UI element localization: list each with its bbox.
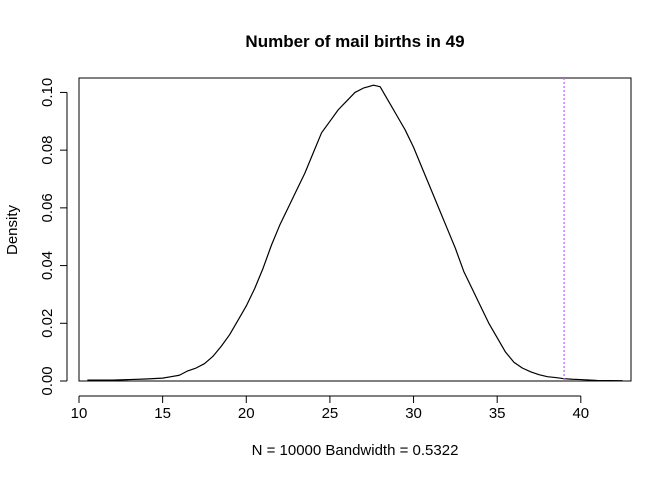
- chart-title: Number of mail births in 49: [245, 32, 464, 51]
- x-tick-label: 15: [154, 405, 171, 422]
- density-curve: [87, 84, 623, 382]
- x-tick-label: 30: [405, 405, 422, 422]
- plot-marks: [87, 78, 623, 382]
- y-tick-label: 0.10: [39, 78, 56, 107]
- y-tick-label: 0.02: [39, 309, 56, 338]
- x-tick-label: 40: [572, 405, 589, 422]
- y-axis: 0.00 0.02 0.04 0.06 0.08 0.10: [39, 78, 68, 396]
- x-axis: 10 15 20 25 30 35 40: [71, 395, 589, 422]
- y-tick-label: 0.08: [39, 136, 56, 165]
- x-tick-label: 10: [71, 405, 88, 422]
- x-tick-label: 25: [322, 405, 339, 422]
- y-tick-label: 0.06: [39, 193, 56, 222]
- y-tick-label: 0.00: [39, 366, 56, 395]
- y-axis-label: Density: [4, 204, 21, 255]
- plot-frame: [78, 77, 632, 382]
- x-tick-label: 35: [489, 405, 506, 422]
- x-tick-label: 20: [238, 405, 255, 422]
- x-axis-label: N = 10000 Bandwidth = 0.5322: [252, 442, 459, 459]
- y-tick-label: 0.04: [39, 251, 56, 280]
